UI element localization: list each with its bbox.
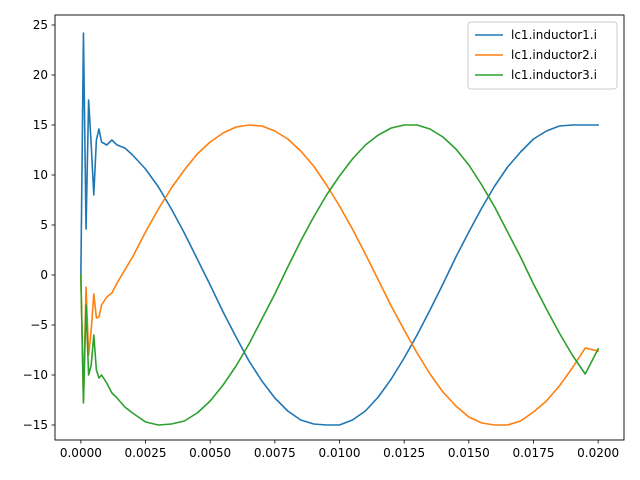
y-tick-label: 5 [40, 218, 48, 232]
series-lines [80, 32, 600, 426]
x-tick-label: 0.0075 [254, 446, 296, 460]
x-tick-label: 0.0175 [512, 446, 554, 460]
x-tick-label: 0.0125 [383, 446, 425, 460]
series-line-2 [80, 124, 600, 426]
y-tick-label: 25 [33, 18, 48, 32]
y-axis: −15 −10 −5 0 5 10 15 20 25 [23, 18, 55, 432]
y-tick-label: 10 [33, 168, 48, 182]
x-tick-label: 0.0150 [448, 446, 490, 460]
y-tick-label: −5 [30, 318, 48, 332]
x-tick-label: 0.0000 [60, 446, 102, 460]
legend: lc1.inductor1.i lc1.inductor2.i lc1.induct… [467, 21, 618, 90]
legend-label-2: lc1.inductor2.i [511, 48, 597, 62]
y-tick-label: 0 [40, 268, 48, 282]
series-line-1 [80, 32, 599, 426]
series-line-3 [80, 124, 600, 426]
y-tick-label: 20 [33, 68, 48, 82]
y-tick-label: −15 [23, 418, 48, 432]
x-axis: 0.0000 0.0025 0.0050 0.0075 0.0100 0.0125 0.01… [60, 440, 619, 460]
legend-label-1: lc1.inductor1.i [511, 28, 597, 42]
y-tick-label: 15 [33, 118, 48, 132]
x-tick-label: 0.0050 [189, 446, 231, 460]
legend-label-3: lc1.inductor3.i [511, 68, 597, 82]
x-tick-label: 0.0025 [125, 446, 167, 460]
x-tick-label: 0.0100 [319, 446, 361, 460]
y-tick-label: −10 [23, 368, 48, 382]
x-tick-label: 0.0200 [577, 446, 619, 460]
legend-box [467, 21, 618, 90]
